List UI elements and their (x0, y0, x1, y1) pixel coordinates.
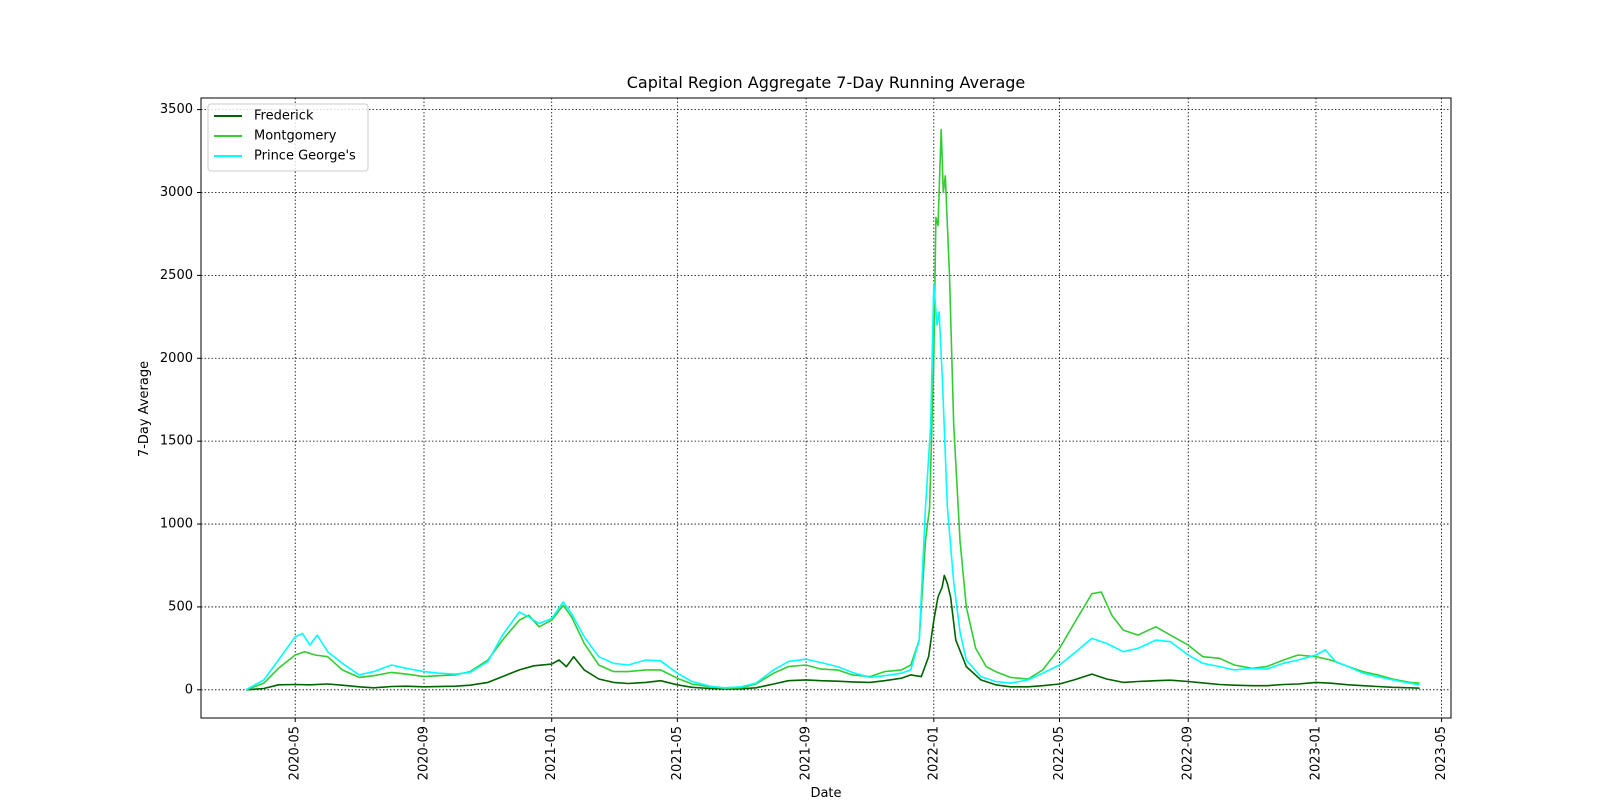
y-axis-title: 7-Day Average (137, 361, 152, 457)
x-tick-label: 2021-05 (670, 726, 685, 780)
x-tick-label: 2022-05 (1052, 726, 1067, 780)
series-lines (245, 128, 1420, 691)
y-tick-label: 500 (168, 599, 193, 614)
plot-frame (200, 97, 1452, 719)
x-tick-label: 2021-01 (544, 726, 559, 780)
legend: Frederick Montgomery Prince George's (207, 103, 369, 172)
series-line-prince-george-s (245, 282, 1420, 691)
series-line-frederick (245, 574, 1420, 691)
y-tick-label: 0 (185, 682, 193, 697)
x-tick-label: 2020-09 (416, 726, 431, 780)
legend-label: Prince George's (254, 149, 356, 164)
legend-label: Montgomery (254, 129, 337, 144)
x-tick-label: 2021-09 (799, 726, 814, 780)
x-axis-title: Date (810, 786, 841, 800)
legend-box (207, 103, 369, 172)
y-tick-label: 2000 (160, 351, 193, 366)
x-tick-label: 2023-01 (1308, 726, 1323, 780)
x-tick-label: 2022-01 (926, 726, 941, 780)
y-tick-label: 2500 (160, 268, 193, 283)
x-tick-label: 2020-05 (288, 726, 303, 780)
x-tick-label: 2023-05 (1434, 726, 1449, 780)
axis-ticks: 2020-05 2020-09 2021-01 2021-05 2021-09 2022-… (160, 102, 1449, 780)
y-tick-label: 1500 (160, 434, 193, 449)
y-tick-label: 1000 (160, 517, 193, 532)
y-tick-label: 3000 (160, 185, 193, 200)
chart-title: Capital Region Aggregate 7-Day Running A… (627, 73, 1026, 92)
y-tick-label: 3500 (160, 102, 193, 117)
legend-label: Frederick (254, 109, 314, 124)
x-tick-label: 2022-09 (1181, 726, 1196, 780)
